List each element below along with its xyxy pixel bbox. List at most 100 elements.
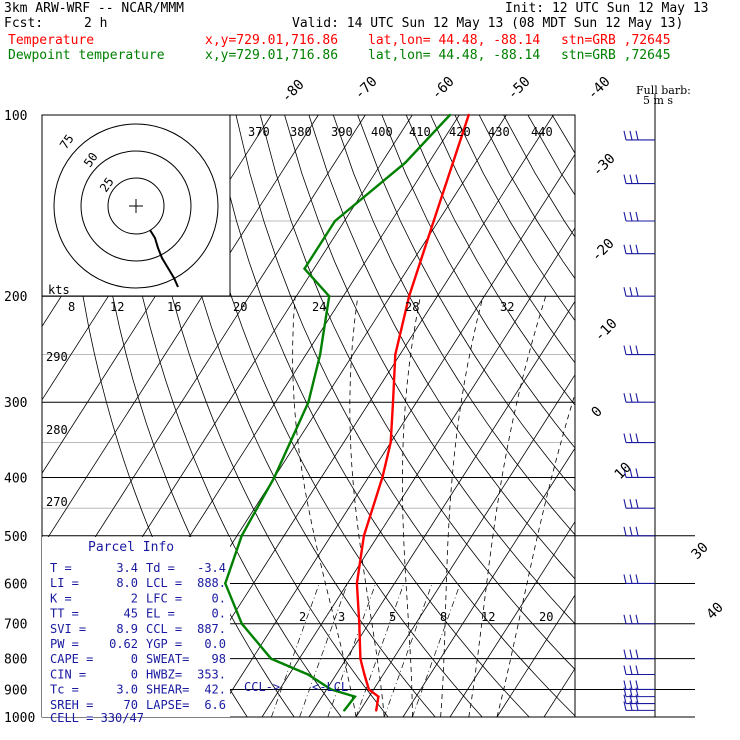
barb-feather [623,687,627,697]
parcel-label: T = [50,561,72,575]
wind-barb [623,393,655,403]
parcel-value: 353. [197,667,226,681]
dewpoint-point [448,113,452,117]
forecast-value: 2 h [84,16,108,31]
dry-adiabat [162,115,436,717]
pressure-label: 300 [4,396,27,411]
lcl-marker: <-LCL [312,680,348,694]
parcel-label: Tc = [50,683,79,697]
barb-feather [635,665,639,675]
mixing-ratio-label: 12 [481,610,495,624]
mixing-ratio-label: 8 [440,610,447,624]
barb-feather [629,665,633,675]
isotherm-label: 10 [612,460,635,483]
dewpoint-point [306,673,310,676]
barb-feather [623,574,627,584]
parcel-label: LCL = [146,576,182,590]
isotherm-line [355,374,575,717]
barb-feather [629,174,633,184]
pressure-label: 800 [4,653,27,668]
barb-feather [623,468,627,478]
temperature-point [363,673,366,676]
barb-feather [629,130,633,141]
dry-adiabat [113,115,342,717]
isotherm-line [402,447,575,717]
parcel-label: LI = [50,576,79,590]
dry-adiabat [357,115,575,492]
theta-label: 270 [46,495,68,509]
barb-feather [635,614,639,624]
theta-label: 390 [331,125,353,139]
barb-feather [629,649,633,659]
parcel-label: CAPE = [50,652,93,666]
dry-adiabat [503,115,575,238]
dry-adiabat [551,115,575,154]
barb-feather [629,614,633,624]
mixing-ratio-line [355,583,405,717]
dry-adiabat [259,115,575,670]
parcel-value: 0 [131,652,138,666]
barb-title: Full barb: [636,84,691,97]
barb-feather [635,649,639,659]
barb-feather [635,287,639,297]
upper-axis-label: 24 [312,300,326,314]
parcel-label: SREH = [50,698,93,712]
temperature-point [377,695,380,698]
isotherm-label: 40 [704,600,727,623]
parcel-value: 0.62 [109,637,138,651]
mixing-ratio-line [412,583,461,717]
dry-adiabat [601,115,740,717]
isotherm-label: -60 [429,74,458,103]
parcel-label: SVI = [50,622,86,636]
parcel-value: 888. [197,576,226,590]
temperature-point [367,688,371,691]
wind-barb [623,345,655,356]
upper-axis-label: 28 [405,300,419,314]
dry-adiabat [478,115,575,280]
wind-barb [623,499,655,509]
barb-feather [635,393,639,403]
barb-feather [635,680,639,690]
barb-feather [629,345,633,355]
moist-adiabat [349,296,385,717]
wind-barb [623,130,655,141]
dewpoint-point [240,534,243,537]
pressure-label: 700 [4,618,27,633]
parcel-value: 6.6 [204,698,226,712]
forecast-label: Fcst: [4,16,44,31]
dewpoint-point [330,688,333,691]
theta-label: 410 [409,125,431,139]
parcel-label: CCL = [146,622,182,636]
parcel-value: 2 [131,591,138,605]
parcel-title: Parcel Info [88,540,174,555]
barb-feather [629,468,633,478]
isotherm-line [261,227,575,717]
barb-feather [629,393,633,403]
theta-label: 420 [449,125,471,139]
mixing-ratio-label: 3 [338,610,345,624]
parcel-value: 8.9 [116,622,138,636]
temperature-point [362,534,366,537]
barb-feather [629,244,633,254]
temperature-point [381,476,384,479]
barb-feather [623,701,627,711]
pressure-label: 500 [4,530,27,545]
wind-barb [623,433,655,444]
isotherm-label: -80 [279,77,308,106]
isotherm-line [449,520,575,717]
barb-feather [623,694,627,704]
parcel-value: 0.0 [204,637,226,651]
mixing-ratio-label: 2 [299,610,306,624]
hodograph-ring [80,150,192,262]
barb-feather [629,526,633,536]
hodograph-unit: kts [48,283,70,297]
dewpoint-point [269,657,273,660]
parcel-value: 3.4 [116,561,138,575]
barb-feather [635,345,639,355]
dewpoint-point [343,709,346,712]
hodograph-ring-label: 50 [81,150,101,170]
ccl-marker: CCL-> [244,680,280,694]
barb-feather [623,244,627,254]
